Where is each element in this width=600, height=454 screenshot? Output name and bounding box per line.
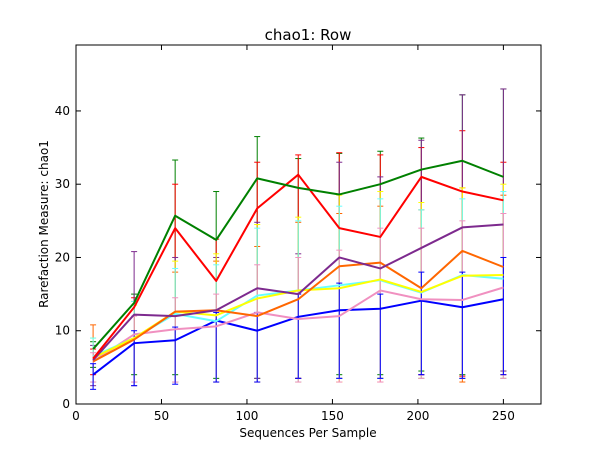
series-line-1 (92, 173, 504, 360)
x-tick-label: 100 (236, 409, 259, 423)
y-axis-label: Rarefaction Measure: chao1 (37, 140, 51, 308)
series-line-2 (92, 223, 504, 361)
x-tick-label: 50 (154, 409, 169, 423)
x-tick-label: 200 (406, 409, 429, 423)
plot-frame (75, 44, 542, 405)
plot-layer (90, 88, 507, 390)
x-tick-label: 0 (72, 409, 80, 423)
x-tick-label: 150 (321, 409, 344, 423)
series-line-6 (92, 286, 504, 363)
y-tick-label: 10 (55, 324, 70, 338)
series-line-0 (92, 159, 504, 350)
axis-layer: 0 50 100 150 200 250 0 10 20 30 40 (55, 45, 541, 423)
y-tick-label: 20 (55, 250, 70, 264)
y-tick-label: 40 (55, 104, 70, 118)
y-tick-label: 0 (62, 397, 70, 411)
series-line-3 (92, 249, 504, 363)
chart-title: chao1: Row (265, 26, 352, 44)
x-axis-label: Sequences Per Sample (239, 426, 376, 440)
y-tick-label: 30 (55, 177, 70, 191)
x-tick-label: 250 (492, 409, 515, 423)
series-line-7 (92, 298, 504, 376)
